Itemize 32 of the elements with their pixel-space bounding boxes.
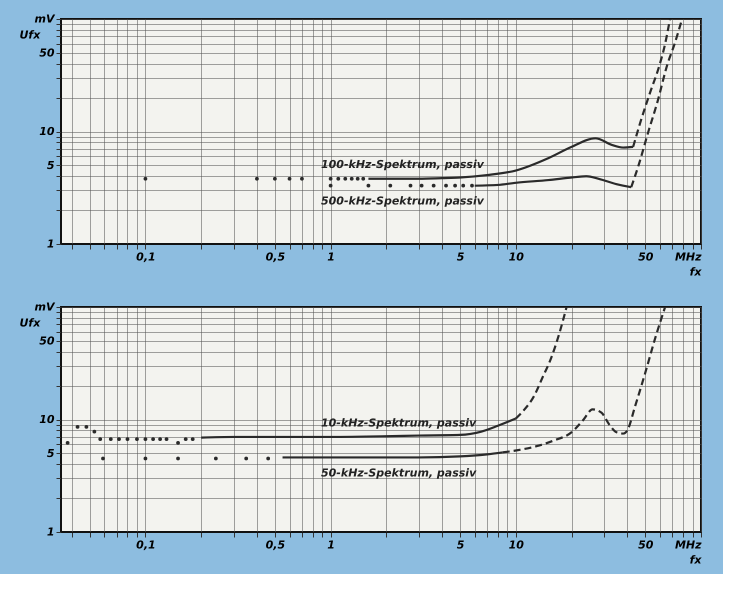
x-tick-label: 0,1 (136, 538, 156, 552)
x-tick-label: MHz (674, 250, 702, 264)
series-label: 50-kHz-Spektrum, passiv (321, 466, 478, 480)
x-axis-title: fx (690, 554, 702, 566)
series-label: 100-kHz-Spektrum, passiv (321, 158, 485, 171)
x-tick-label: 10 (508, 250, 524, 264)
x-tick-label: 50 (638, 250, 654, 264)
y-tick-label: 50 (39, 46, 55, 60)
x-tick-label: 0,5 (266, 250, 286, 264)
y-tick-label: mV (34, 12, 56, 26)
y-tick-label: 5 (46, 158, 55, 172)
series-label: 500-kHz-Spektrum, passiv (321, 194, 485, 208)
y-tick-label: 10 (39, 125, 55, 138)
y-tick-label: 10 (39, 413, 55, 426)
series-label: 10-kHz-Spektrum, passiv (321, 416, 478, 430)
y-tick-label: 1 (46, 526, 54, 538)
x-tick-label: 50 (638, 538, 654, 552)
x-tick-label: 1 (327, 250, 335, 264)
y-tick-label: 5 (46, 446, 55, 460)
y-tick-label: 1 (46, 238, 54, 250)
x-tick-label: 5 (456, 250, 465, 264)
x-tick-label: 1 (327, 538, 335, 552)
y-tick-label: mV (34, 300, 56, 314)
x-tick-label: MHz (674, 538, 702, 552)
x-tick-label: 0,1 (136, 250, 156, 264)
x-tick-label: 5 (456, 538, 465, 552)
x-tick-label: 0,5 (266, 538, 286, 552)
y-axis-title: Ufx (20, 28, 42, 42)
y-tick-label: 50 (39, 334, 55, 348)
x-axis-title: fx (690, 266, 702, 278)
y-axis-title: Ufx (20, 316, 42, 330)
x-tick-label: 10 (508, 538, 524, 552)
